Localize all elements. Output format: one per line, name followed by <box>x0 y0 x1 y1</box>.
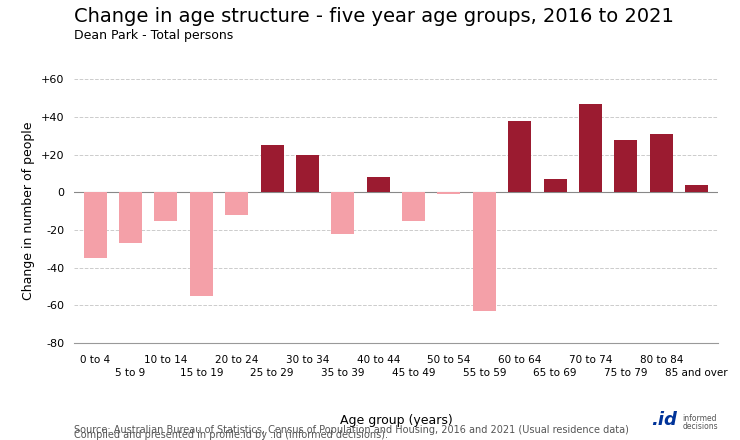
Text: 55 to 59: 55 to 59 <box>462 368 506 378</box>
Y-axis label: Change in number of people: Change in number of people <box>22 122 36 301</box>
Text: decisions: decisions <box>682 422 718 431</box>
Text: 5 to 9: 5 to 9 <box>115 368 146 378</box>
Text: 85 and over: 85 and over <box>665 368 728 378</box>
Bar <box>332 192 354 234</box>
Text: 75 to 79: 75 to 79 <box>604 368 648 378</box>
Text: 20 to 24: 20 to 24 <box>215 355 258 364</box>
Bar <box>473 192 496 311</box>
Text: 0 to 4: 0 to 4 <box>80 355 110 364</box>
Text: 40 to 44: 40 to 44 <box>357 355 400 364</box>
Text: 50 to 54: 50 to 54 <box>427 355 471 364</box>
Text: .id: .id <box>651 411 677 429</box>
Text: 15 to 19: 15 to 19 <box>180 368 223 378</box>
Bar <box>260 145 283 192</box>
Bar <box>437 192 460 194</box>
Bar <box>614 139 637 192</box>
Bar <box>508 121 531 192</box>
Bar <box>225 192 248 215</box>
Bar <box>402 192 425 220</box>
Bar <box>155 192 178 220</box>
Text: Change in age structure - five year age groups, 2016 to 2021: Change in age structure - five year age … <box>74 7 674 26</box>
Text: 45 to 49: 45 to 49 <box>392 368 435 378</box>
Text: 60 to 64: 60 to 64 <box>498 355 542 364</box>
Bar <box>296 154 319 192</box>
Text: Source: Australian Bureau of Statistics, Census of Population and Housing, 2016 : Source: Australian Bureau of Statistics,… <box>74 425 629 435</box>
Bar <box>544 179 567 192</box>
Bar <box>119 192 142 243</box>
Text: Dean Park - Total persons: Dean Park - Total persons <box>74 29 233 42</box>
Text: 70 to 74: 70 to 74 <box>569 355 612 364</box>
Bar <box>367 177 390 192</box>
Text: informed: informed <box>682 414 717 423</box>
Text: 10 to 14: 10 to 14 <box>144 355 188 364</box>
Bar <box>579 104 602 192</box>
Text: 80 to 84: 80 to 84 <box>639 355 683 364</box>
Bar <box>650 134 673 192</box>
Bar <box>190 192 213 296</box>
Text: 35 to 39: 35 to 39 <box>321 368 365 378</box>
Text: Compiled and presented in profile.id by .id (informed decisions).: Compiled and presented in profile.id by … <box>74 430 388 440</box>
Bar <box>685 185 708 192</box>
Text: 30 to 34: 30 to 34 <box>286 355 329 364</box>
Bar <box>84 192 107 258</box>
Text: 65 to 69: 65 to 69 <box>534 368 577 378</box>
Text: 25 to 29: 25 to 29 <box>250 368 294 378</box>
Text: Age group (years): Age group (years) <box>340 414 452 427</box>
